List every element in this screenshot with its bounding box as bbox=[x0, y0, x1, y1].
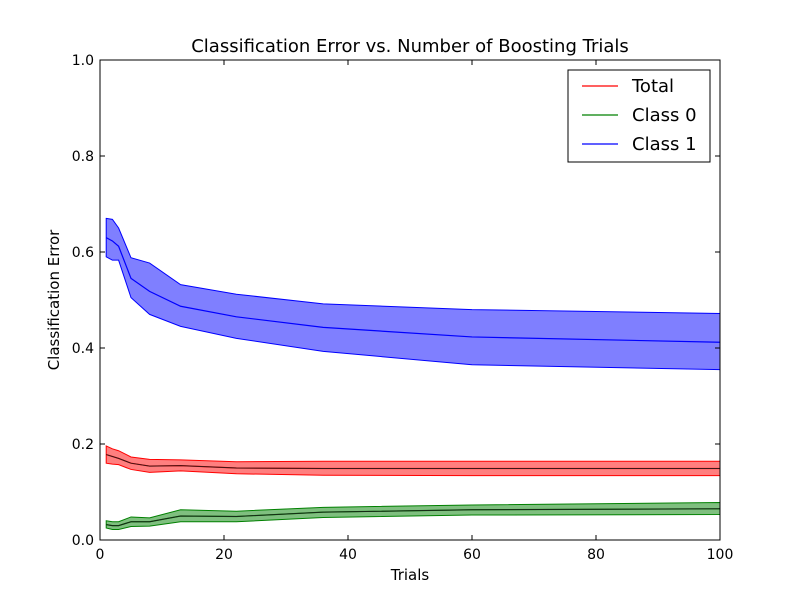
legend-box bbox=[567, 69, 711, 163]
y-tick-label: 0.6 bbox=[72, 245, 94, 261]
y-tick-label: 0.0 bbox=[72, 533, 94, 549]
y-tick-label: 0.2 bbox=[72, 437, 94, 453]
legend-label: Total bbox=[631, 76, 674, 97]
y-tick-label: 0.8 bbox=[72, 149, 94, 165]
x-axis-ticks: 0 20 40 60 80 100 bbox=[96, 60, 734, 563]
x-tick-label: 40 bbox=[339, 547, 357, 563]
mean-line-total bbox=[106, 454, 720, 469]
chart-title: Classification Error vs. Number of Boost… bbox=[191, 36, 629, 57]
series-lines bbox=[105, 237, 721, 527]
y-axis-label: Classification Error bbox=[45, 229, 63, 370]
x-tick-label: 20 bbox=[215, 547, 233, 563]
y-axis-ticks: 0.0 0.2 0.4 0.6 0.8 1.0 bbox=[72, 53, 720, 549]
x-tick-label: 60 bbox=[463, 547, 481, 563]
legend-label: Class 0 bbox=[632, 105, 697, 126]
y-tick-label: 1.0 bbox=[72, 53, 94, 69]
mean-line-class-0 bbox=[106, 508, 721, 527]
x-tick-label: 0 bbox=[96, 547, 105, 563]
y-tick-label: 0.4 bbox=[72, 341, 94, 357]
legend: Total Class 0 Class 1 bbox=[567, 69, 711, 163]
x-axis-label: Trials bbox=[390, 566, 430, 584]
x-tick-label: 100 bbox=[707, 547, 734, 563]
plot-frame bbox=[99, 59, 721, 541]
legend-label: Class 1 bbox=[632, 134, 697, 155]
line-class-1 bbox=[105, 237, 721, 343]
x-tick-label: 80 bbox=[587, 547, 605, 563]
